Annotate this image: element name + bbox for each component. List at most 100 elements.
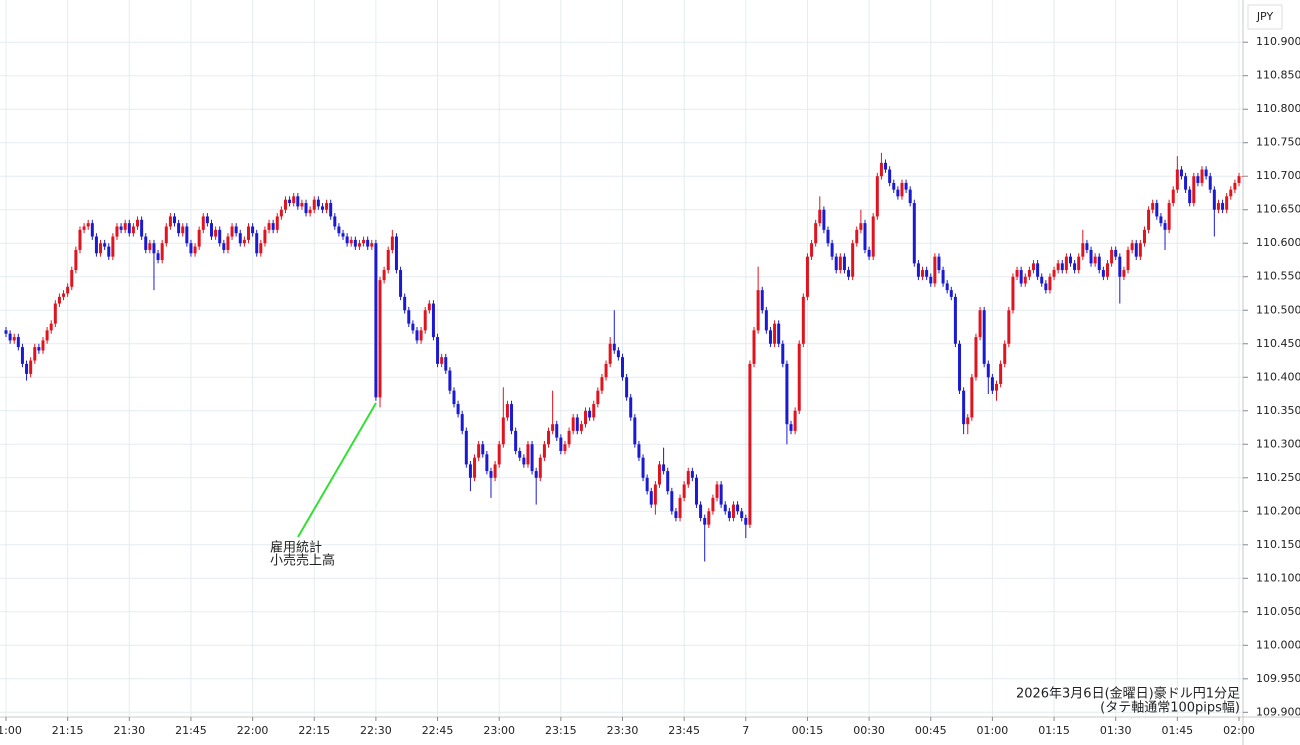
x-tick-label: 22:45: [422, 724, 454, 737]
candle-body: [933, 256, 937, 284]
candle-body: [246, 226, 250, 240]
axes: 109.900 109.950 110.000 110.050 110.100 110.1…: [0, 35, 1300, 737]
candle-body: [1204, 169, 1208, 177]
candle-body: [588, 410, 592, 418]
candle-body: [333, 216, 337, 227]
candle-body: [1036, 263, 1040, 277]
candle-body: [288, 199, 292, 204]
candle-body: [25, 363, 29, 374]
candle-body: [1138, 243, 1142, 257]
candle-body: [1122, 270, 1126, 277]
candle-body: [1155, 203, 1159, 217]
y-tick-label: 110.350: [1256, 404, 1300, 417]
candle-body: [181, 226, 185, 234]
candle-body: [436, 337, 440, 364]
candle-body: [637, 444, 641, 458]
x-tick-label: 22:15: [298, 724, 330, 737]
candle-body: [1221, 203, 1225, 210]
candle-body: [629, 397, 633, 418]
candle-body: [1023, 276, 1027, 284]
candle-body: [756, 290, 760, 331]
candle-body: [970, 377, 974, 418]
candle-body: [830, 243, 834, 257]
candle-body: [699, 504, 703, 518]
candle-body: [744, 517, 748, 525]
candle-body: [773, 323, 777, 344]
x-tick-label: 23:30: [607, 724, 639, 737]
candle-body: [481, 444, 485, 455]
candle-body: [394, 236, 398, 271]
candle-body: [1147, 209, 1151, 230]
candle-body: [242, 239, 246, 244]
candle-body: [1208, 176, 1212, 190]
candle-body: [82, 226, 86, 230]
candle-body: [616, 350, 620, 358]
candle-body: [867, 249, 871, 257]
candle-body: [431, 303, 435, 338]
y-tick-label: 110.650: [1256, 203, 1300, 216]
candle-body: [473, 457, 477, 478]
candle-body: [1151, 203, 1155, 210]
candle-body: [164, 226, 168, 244]
x-tick-label: 01:15: [1038, 724, 1070, 737]
candle-body: [608, 343, 612, 364]
y-tick-label: 110.500: [1256, 303, 1300, 316]
candle-body: [888, 169, 892, 183]
candle-body: [460, 414, 464, 431]
y-tick-label: 110.800: [1256, 102, 1300, 115]
candle-body: [107, 246, 111, 257]
candle-body: [949, 290, 953, 297]
candle-body: [283, 199, 287, 210]
candle-body: [752, 330, 756, 364]
candle-body: [1216, 203, 1220, 210]
candle-body: [222, 243, 226, 250]
candle-body: [136, 219, 140, 227]
candle-body: [542, 444, 546, 458]
candle-body: [320, 206, 324, 210]
candle-body: [275, 216, 279, 230]
x-tick-label: 23:15: [545, 724, 577, 737]
candle-body: [530, 444, 534, 472]
x-tick-label: 23:00: [483, 724, 515, 737]
candle-body: [337, 226, 341, 234]
x-tick-label: 01:30: [1100, 724, 1132, 737]
candle-body: [427, 303, 431, 311]
candle-body: [390, 236, 394, 250]
x-tick-label: 00:30: [853, 724, 885, 737]
candle-body: [1233, 182, 1237, 190]
candle-body: [604, 363, 608, 378]
candle-body: [444, 357, 448, 371]
candle-body: [185, 226, 189, 244]
candle-body: [657, 464, 661, 485]
candle-body: [1007, 310, 1011, 344]
candle-body: [789, 424, 793, 431]
grid: [0, 0, 1243, 717]
candle-body: [1184, 176, 1188, 190]
candle-body: [826, 229, 830, 244]
candle-body: [41, 340, 45, 351]
candle-body: [382, 270, 386, 281]
candle-body: [518, 450, 522, 458]
candle-body: [600, 377, 604, 391]
candle-body: [489, 471, 493, 478]
candle-body: [193, 246, 197, 254]
candle-body: [1118, 256, 1122, 277]
y-tick-label: 110.200: [1256, 504, 1300, 517]
candle-body: [584, 410, 588, 425]
candle-body: [711, 497, 715, 512]
candle-body: [12, 337, 16, 341]
candle-body: [1171, 189, 1175, 204]
candle-body: [173, 216, 177, 224]
x-tick-label: 00:45: [915, 724, 947, 737]
candle-body: [316, 199, 320, 207]
candle-body: [148, 243, 152, 250]
candle-body: [341, 233, 345, 237]
candle-body: [1073, 263, 1077, 271]
candle-body: [707, 511, 711, 525]
candle-body: [941, 270, 945, 284]
candle-body: [1089, 249, 1093, 264]
candle-body: [785, 363, 789, 425]
candle-body: [805, 256, 809, 297]
candle-body: [325, 203, 329, 210]
candle-body: [674, 511, 678, 518]
